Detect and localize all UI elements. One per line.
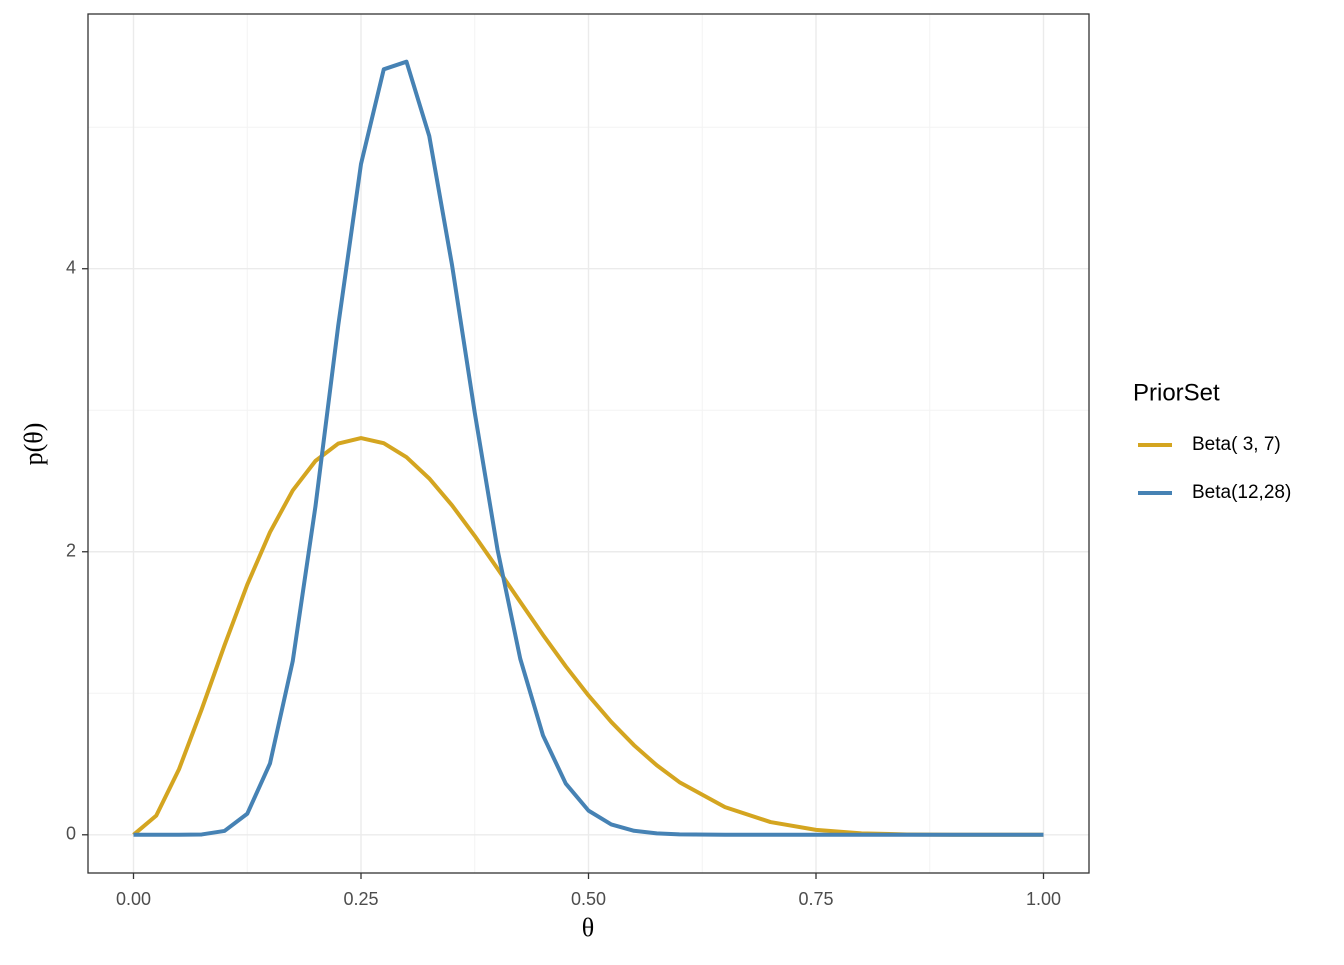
legend-label: Beta(12,28): [1192, 482, 1291, 503]
legend: Beta( 3, 7) Beta(12,28): [1138, 434, 1291, 503]
x-tick-label: 0.50: [571, 889, 606, 909]
y-tick-label: 0: [66, 824, 76, 844]
y-tick-label: 2: [66, 541, 76, 561]
x-tick-label: 0.00: [116, 889, 151, 909]
legend-label: Beta( 3, 7): [1192, 434, 1281, 455]
y-axis-title: p(θ): [19, 423, 48, 466]
lines: [132, 59, 1044, 837]
legend-title: PriorSet: [1133, 379, 1220, 406]
x-tick-label: 0.75: [798, 889, 833, 909]
series-line: [132, 436, 1044, 837]
y-tick-label: 4: [66, 257, 76, 277]
series-line: [133, 59, 1044, 837]
axes: 0.00 0.25 0.50 0.75 1.00 0 2 4: [66, 257, 1061, 908]
x-tick-label: 1.00: [1026, 889, 1061, 909]
x-axis-title: θ: [582, 913, 594, 942]
x-tick-label: 0.25: [343, 889, 378, 909]
